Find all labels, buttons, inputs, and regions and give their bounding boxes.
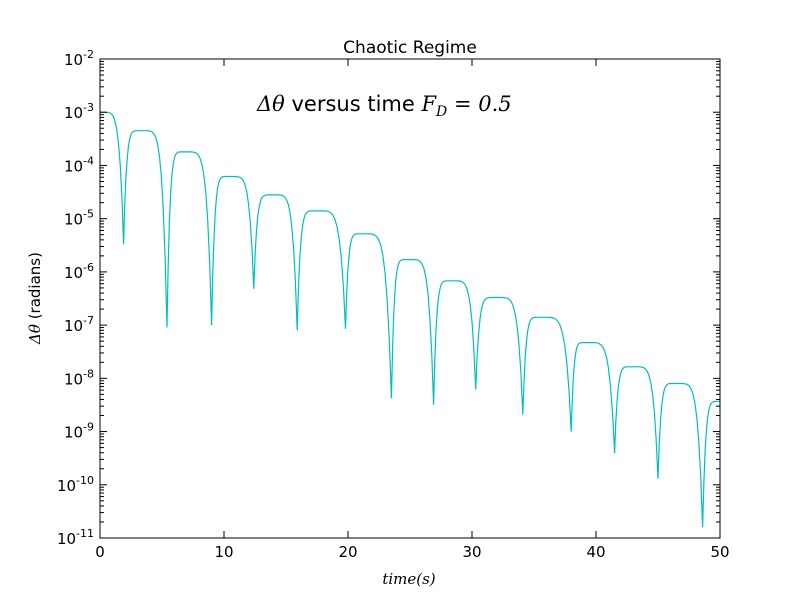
annotation-delta-theta: Δθ: [256, 92, 285, 116]
x-tick-label: 40: [586, 543, 605, 561]
annotation-text: versus time: [285, 92, 422, 116]
x-tick-label: 20: [338, 543, 357, 561]
series-line-0: [100, 111, 720, 528]
y-tick-label: 10-5: [64, 208, 94, 229]
chart-title: Chaotic Regime: [343, 38, 477, 58]
y-axis-label-symbol: Δθ: [26, 324, 44, 345]
y-axis-label-text: (radians): [26, 252, 44, 324]
annotation-math-rest: = 0.5: [447, 92, 511, 116]
plot-area: 0 10 20 30 40 50 10-11 10-10 10-9 10-8 10-7 10-6 10-…: [57, 48, 730, 561]
x-tick-label: 10: [214, 543, 233, 561]
x-axis-label: time(s): [382, 570, 435, 588]
y-tick-label: 10-6: [64, 261, 94, 282]
y-tick-label: 10-7: [64, 314, 94, 335]
annotation-math-sub: D: [435, 104, 447, 120]
x-tick-label: 50: [710, 543, 729, 561]
chart-annotation: Δθ versus time FD = 0.5: [256, 92, 512, 120]
plot-frame: [99, 58, 721, 539]
y-tick-label: 10-8: [64, 367, 94, 388]
x-tick-label: 30: [462, 543, 481, 561]
y-tick-label: 10-10: [57, 474, 94, 495]
y-tick-label: 10-4: [64, 154, 94, 175]
y-tick-label: 10-11: [57, 527, 94, 548]
y-axis-label: Δθ (radians): [26, 252, 44, 345]
y-tick-label: 10-9: [64, 421, 94, 442]
annotation-math: F: [420, 92, 437, 116]
y-tick-label: 10-3: [64, 101, 94, 122]
x-tick-label: 0: [95, 543, 105, 561]
y-tick-label: 10-2: [64, 48, 94, 69]
